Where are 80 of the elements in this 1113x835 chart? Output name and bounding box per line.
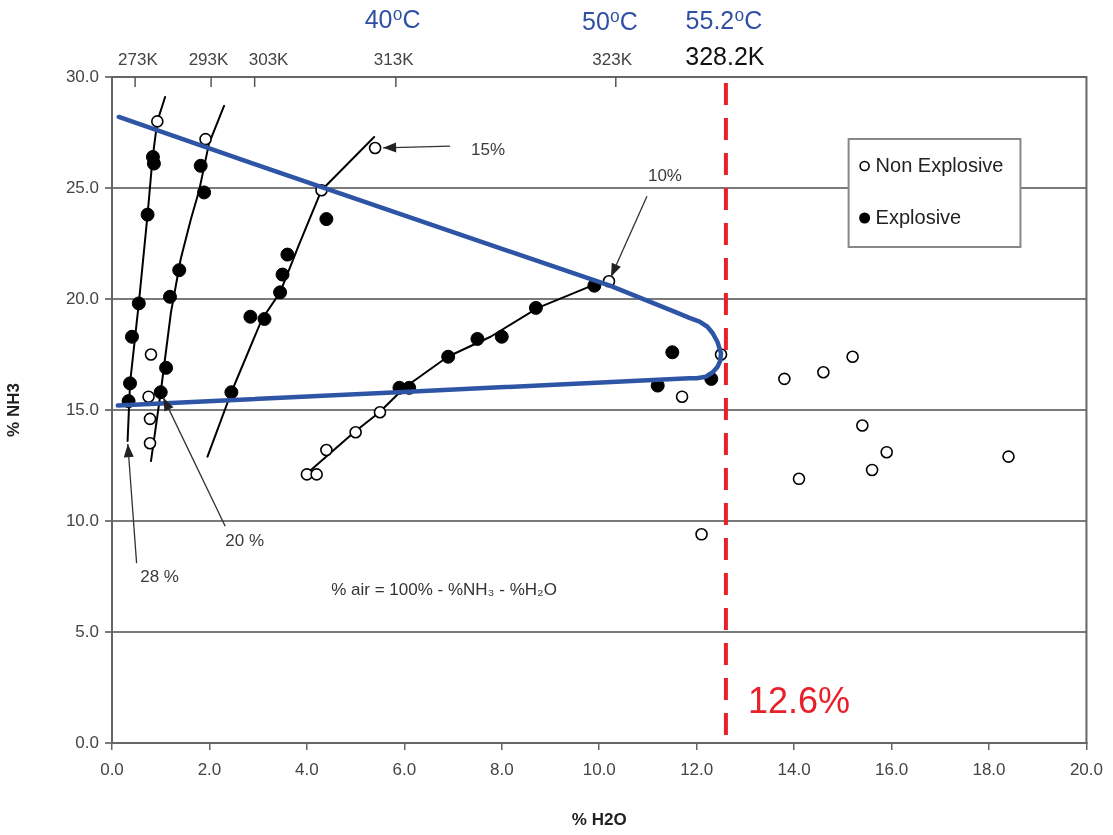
point: [441, 349, 456, 364]
x-axis-title: % H2O: [571, 810, 627, 830]
point: [846, 350, 859, 364]
legend-label: Non Explosive: [875, 153, 1004, 176]
text: 293K: [188, 50, 229, 70]
point: [197, 185, 212, 200]
text: 273K: [118, 50, 159, 70]
annotation: 28 %: [140, 566, 179, 586]
point: [1002, 450, 1015, 463]
x-tick-label: 14.0: [777, 759, 811, 779]
annotation: 20 %: [225, 530, 265, 550]
point: [373, 405, 387, 419]
x-tick-label: 20.0: [1069, 759, 1103, 779]
y-axis-title: % NH3: [3, 383, 23, 437]
point: [319, 212, 334, 227]
point: [131, 296, 146, 311]
point: [320, 443, 333, 457]
text: 50⁰C: [582, 6, 638, 35]
x-tick-label: 2.0: [197, 759, 222, 779]
point: [792, 472, 806, 486]
y-tick-label: 0.0: [75, 732, 99, 752]
x-tick-label: 4.0: [295, 759, 319, 779]
point: [243, 309, 258, 324]
point: [199, 132, 212, 146]
point: [470, 331, 485, 346]
x-tick-label: 16.0: [875, 759, 909, 779]
point: [273, 285, 288, 300]
point: [368, 141, 382, 155]
point: [865, 463, 879, 477]
text: 40⁰C: [364, 4, 421, 33]
annotation: % air = 100% - %NH₃ - %H₂O: [331, 579, 557, 599]
y-tick-label: 30.0: [65, 66, 99, 86]
ref-line-label: 12.6%: [747, 680, 850, 721]
point: [159, 360, 174, 375]
point: [124, 329, 139, 344]
point: [675, 390, 689, 403]
point: [172, 263, 187, 278]
text: 55.2⁰C: [685, 5, 763, 34]
text: 313K: [373, 50, 415, 70]
y-tick-label: 15.0: [65, 399, 99, 419]
point: [280, 247, 295, 262]
point: [144, 348, 158, 361]
point: [665, 345, 680, 360]
point: [695, 528, 708, 541]
point: [162, 289, 177, 304]
point: [257, 311, 272, 326]
y-tick-label: 10.0: [65, 510, 99, 530]
point: [349, 425, 362, 439]
legend-label: Explosive: [875, 205, 962, 228]
point: [143, 412, 157, 426]
point: [143, 437, 157, 450]
y-tick-label: 20.0: [65, 288, 99, 308]
text: 328.2K: [685, 42, 765, 71]
point: [494, 329, 509, 344]
point: [123, 376, 138, 391]
text: 303K: [248, 50, 290, 70]
x-tick-label: 6.0: [392, 759, 417, 779]
x-tick-label: 0.0: [100, 759, 124, 779]
point: [153, 385, 168, 400]
point: [880, 445, 893, 459]
point: [310, 468, 323, 481]
x-tick-label: 8.0: [489, 759, 514, 779]
point: [528, 300, 543, 315]
annotation: 10%: [647, 165, 682, 185]
point: [140, 207, 155, 222]
y-tick-label: 25.0: [65, 177, 99, 197]
point: [856, 419, 869, 432]
point: [817, 365, 830, 379]
annotation: 15%: [471, 139, 506, 159]
x-tick-label: 12.0: [680, 759, 714, 779]
x-tick-label: 18.0: [972, 759, 1006, 779]
point: [275, 267, 290, 282]
text: 323K: [592, 50, 633, 70]
point: [151, 115, 164, 128]
y-tick-label: 5.0: [75, 621, 99, 641]
point: [224, 385, 239, 400]
point: [778, 372, 791, 386]
point: [193, 158, 208, 173]
x-tick-label: 10.0: [582, 759, 616, 779]
point: [142, 390, 155, 403]
